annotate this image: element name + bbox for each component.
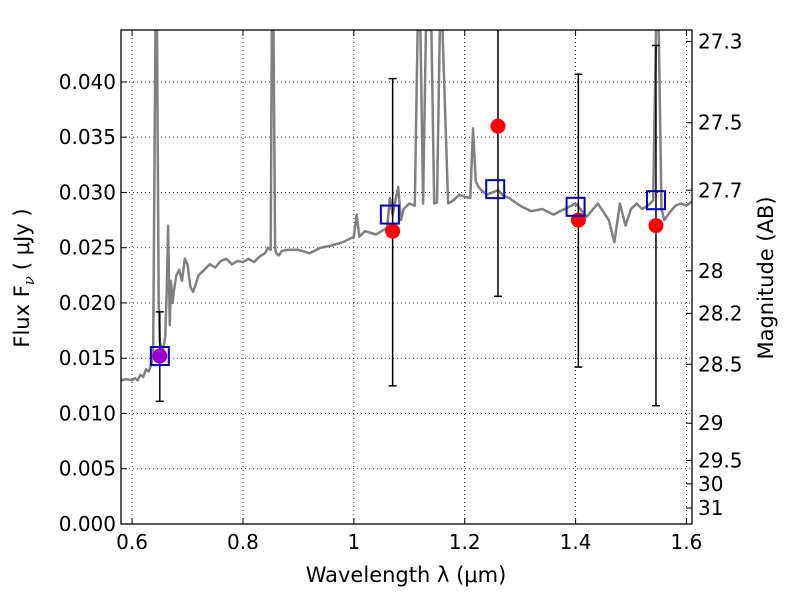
x-tick-label: 1.2 — [449, 530, 481, 554]
model-photometry-point — [485, 179, 506, 200]
x-tick-label: 1.4 — [560, 530, 592, 554]
magnitude-axis-label: Magnitude (AB) — [754, 196, 778, 359]
mag-tick-label: 29 — [698, 411, 723, 435]
y-tick-label: 0.040 — [59, 70, 116, 94]
x-tick-label: 0.6 — [116, 530, 148, 554]
mag-tick-label: 31 — [698, 496, 723, 520]
x-tick-label: 1.6 — [671, 530, 703, 554]
x-tick-label: 1 — [347, 530, 360, 554]
y-tick-label: 0.020 — [59, 291, 116, 315]
plot-frame — [120, 29, 693, 525]
model-photometry-point — [565, 196, 586, 217]
marker-layer — [149, 30, 666, 407]
y-tick-label: 0.000 — [59, 512, 116, 536]
y-axis-label: Flux F — [10, 285, 34, 347]
y-axis-label-group: Flux Fν ( μJy ) — [10, 208, 38, 347]
observed-point — [385, 223, 401, 239]
mag-tick-label: 27.7 — [698, 178, 743, 202]
plot-area — [121, 30, 692, 382]
axes: 0.6 0.8 1 1.2 1.4 1.6 0.000 0.005 0.010 0.015 0.02… — [59, 30, 743, 554]
mag-tick-label: 28.5 — [698, 352, 743, 376]
y-tick-label: 0.010 — [59, 401, 116, 425]
mag-tick-label: 30 — [698, 472, 723, 496]
x-tick-label: 0.8 — [227, 530, 259, 554]
x-axis-label: Wavelength λ (μm) — [306, 563, 507, 587]
observed-point — [152, 348, 168, 364]
mag-tick-label: 28.2 — [698, 301, 743, 325]
y-tick-label: 0.030 — [59, 180, 116, 204]
mag-tick-label: 27.5 — [698, 111, 743, 135]
y-axis-label-subscript: ν — [20, 276, 38, 285]
y-axis-label-unit: ( μJy ) — [10, 208, 34, 270]
y-tick-label: 0.005 — [59, 457, 116, 481]
mag-tick-label: 27.3 — [698, 30, 743, 54]
observed-point — [490, 118, 506, 134]
model-photometry-point — [645, 190, 666, 211]
y-tick-label: 0.015 — [59, 346, 116, 370]
svg-text:Flux Fν( μJy ): Flux Fν ( μJy ) — [10, 208, 38, 347]
model-photometry-point — [379, 204, 400, 225]
y-tick-label: 0.025 — [59, 236, 116, 260]
mag-tick-label: 29.5 — [698, 448, 743, 472]
mag-tick-label: 28 — [698, 259, 723, 283]
observed-point — [648, 218, 664, 234]
y-tick-label: 0.035 — [59, 125, 116, 149]
model-spectrum-line — [121, 30, 692, 382]
model-photometry-point — [149, 346, 170, 367]
